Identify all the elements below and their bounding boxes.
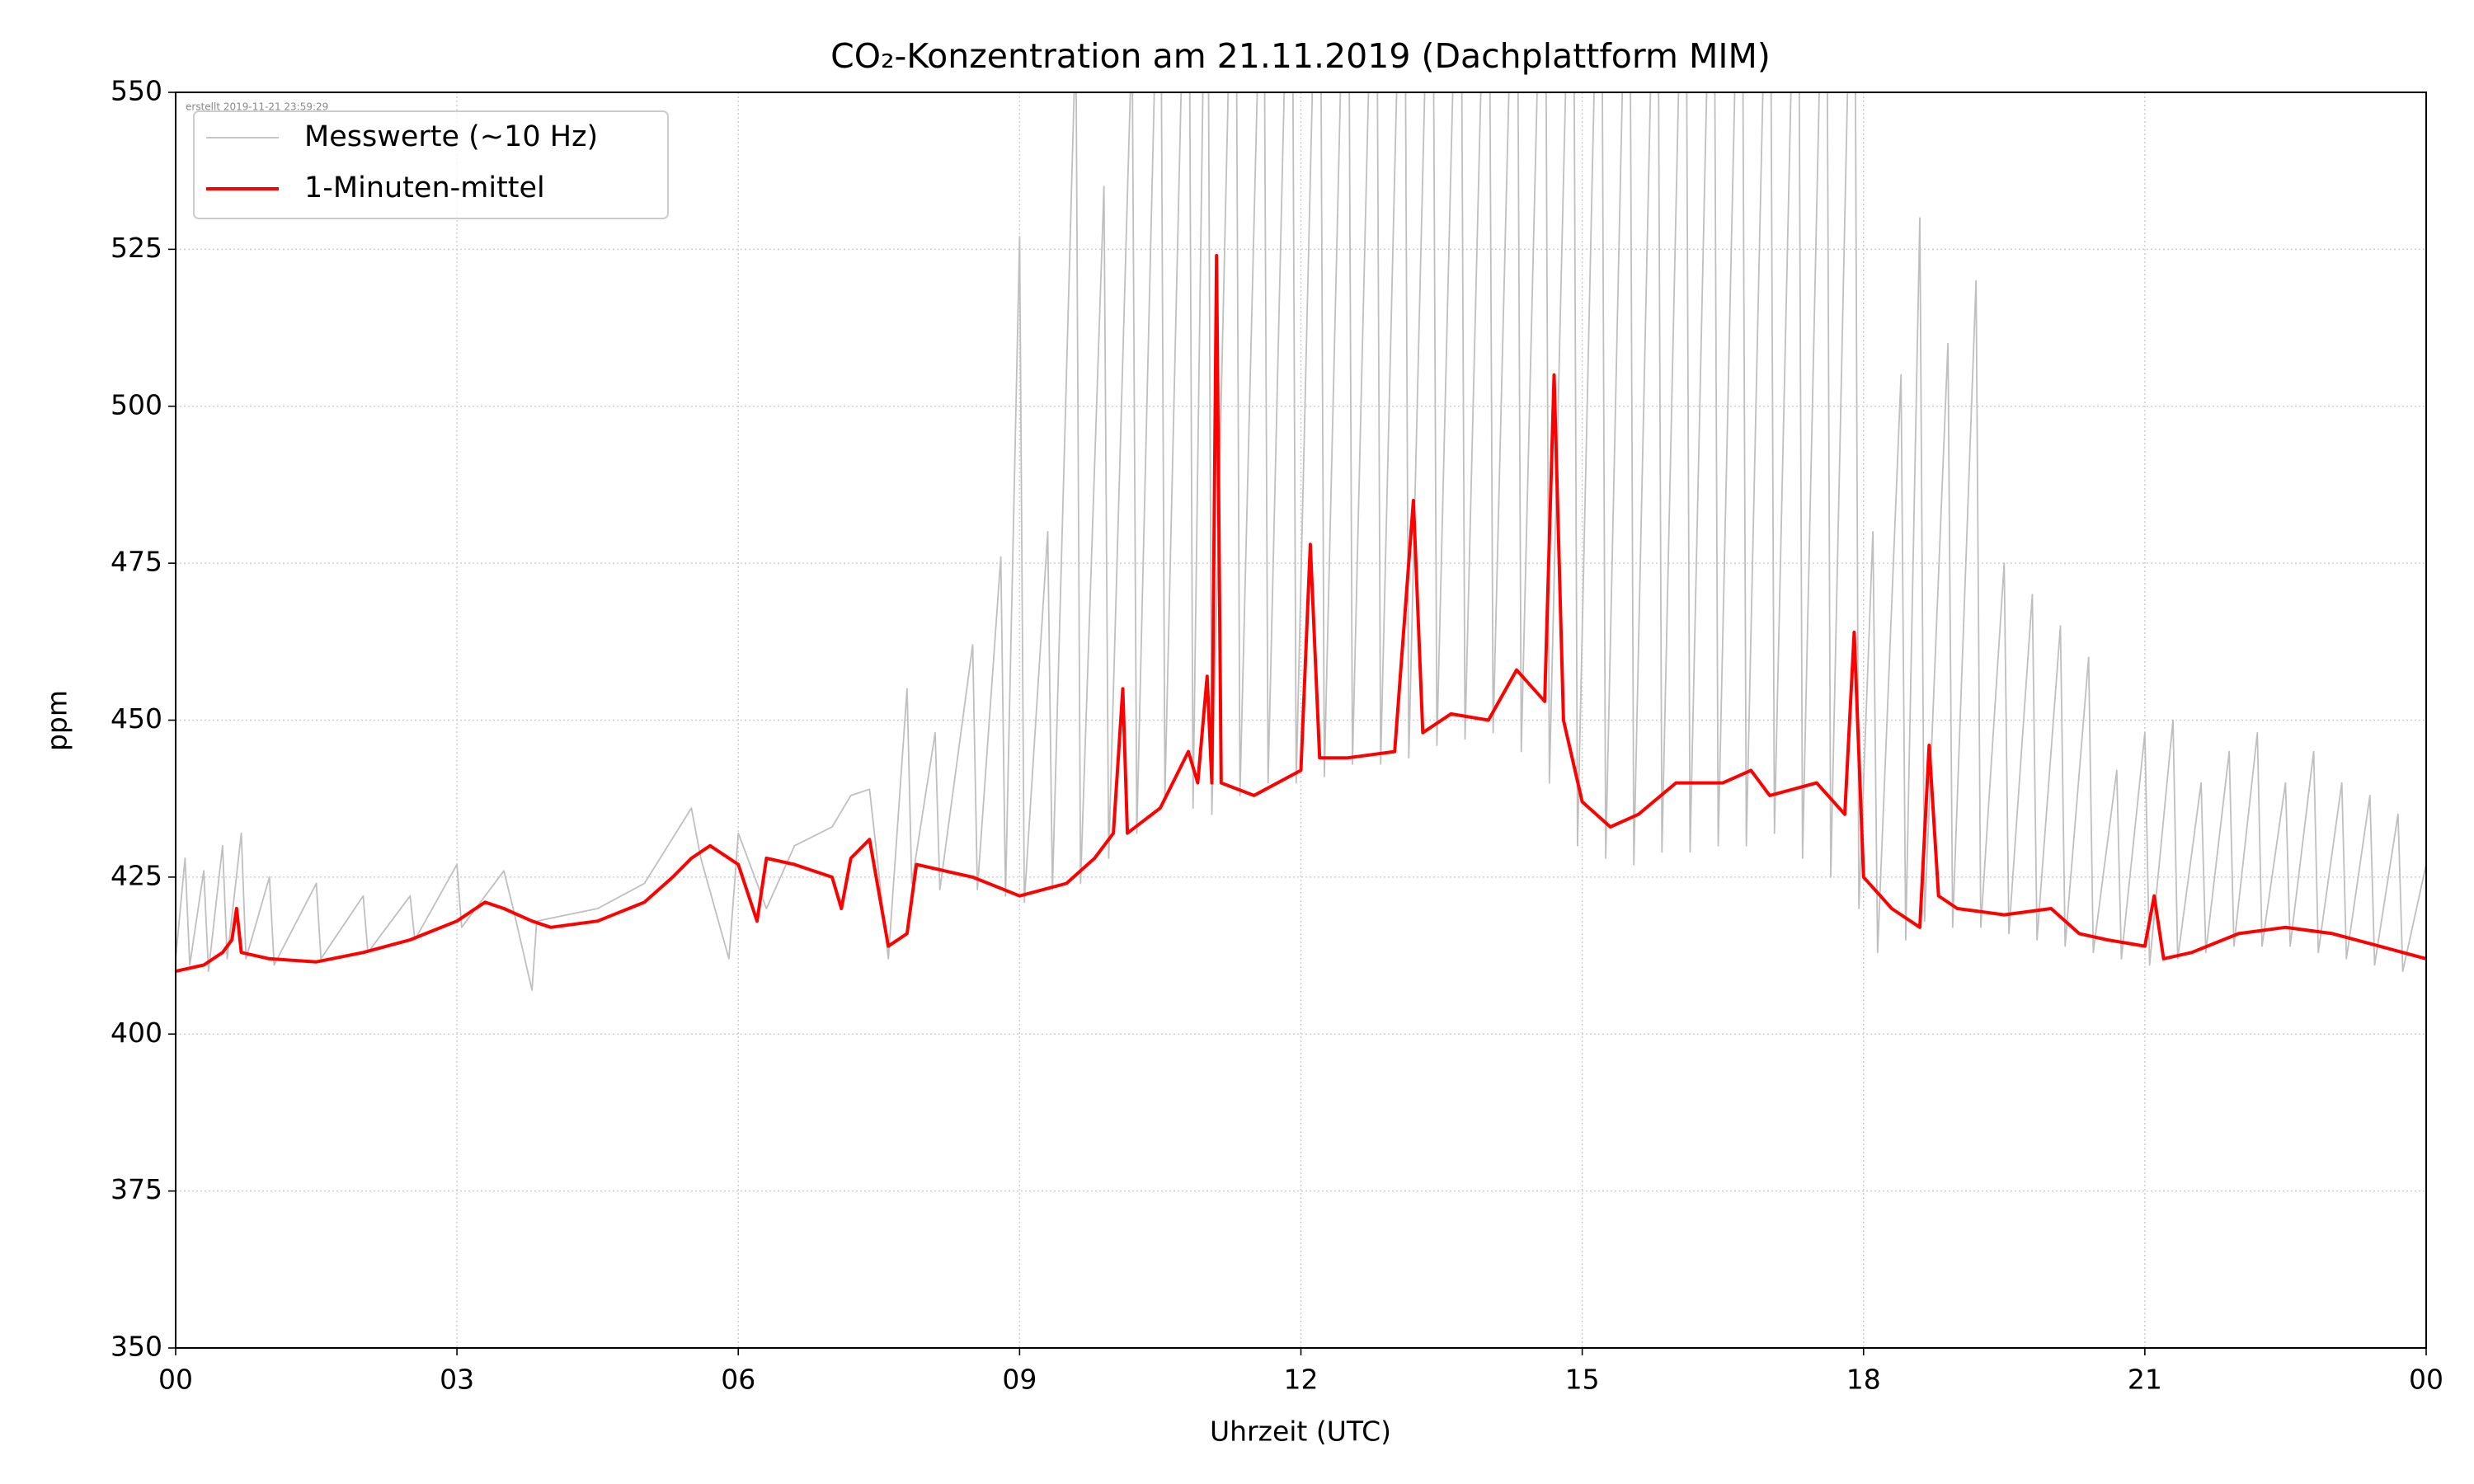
legend-box: [193, 110, 669, 219]
x-tick-label: 03: [440, 1364, 474, 1396]
x-tick-label: 12: [1284, 1364, 1319, 1396]
y-tick-label: 475: [111, 546, 162, 578]
legend-label: Messwerte (~10 Hz): [304, 120, 598, 153]
y-tick-label: 525: [111, 232, 162, 264]
y-tick-label: 400: [111, 1017, 162, 1049]
x-tick-label: 00: [158, 1364, 193, 1396]
x-tick-label: 18: [1846, 1364, 1881, 1396]
annotation: erstellt 2019-11-21 23:59:29: [186, 101, 328, 113]
y-tick-label: 450: [111, 702, 162, 735]
x-tick-label: 21: [2128, 1364, 2162, 1396]
data-line: [176, 92, 2426, 991]
x-tick-label: 15: [1565, 1364, 1600, 1396]
data-line: [176, 254, 2426, 974]
plot-area: [176, 92, 2426, 991]
y-tick-label: 500: [111, 388, 162, 420]
x-tick-label: 06: [721, 1364, 755, 1396]
x-axis-label: Uhrzeit (UTC): [1210, 1416, 1391, 1448]
y-tick-label: 425: [111, 859, 162, 891]
x-tick-label: 00: [2409, 1364, 2443, 1396]
x-tick-label: 09: [1002, 1364, 1037, 1396]
y-tick-label: 375: [111, 1173, 162, 1205]
y-tick-label: 550: [111, 75, 162, 107]
chart-title: CO₂-Konzentration am 21.11.2019 (Dachpla…: [830, 36, 1771, 76]
y-tick-label: 350: [111, 1331, 162, 1363]
plot-frame: [175, 92, 2427, 1349]
y-axis-label: ppm: [41, 690, 73, 751]
legend-label: 1-Minuten-mittel: [304, 171, 545, 204]
